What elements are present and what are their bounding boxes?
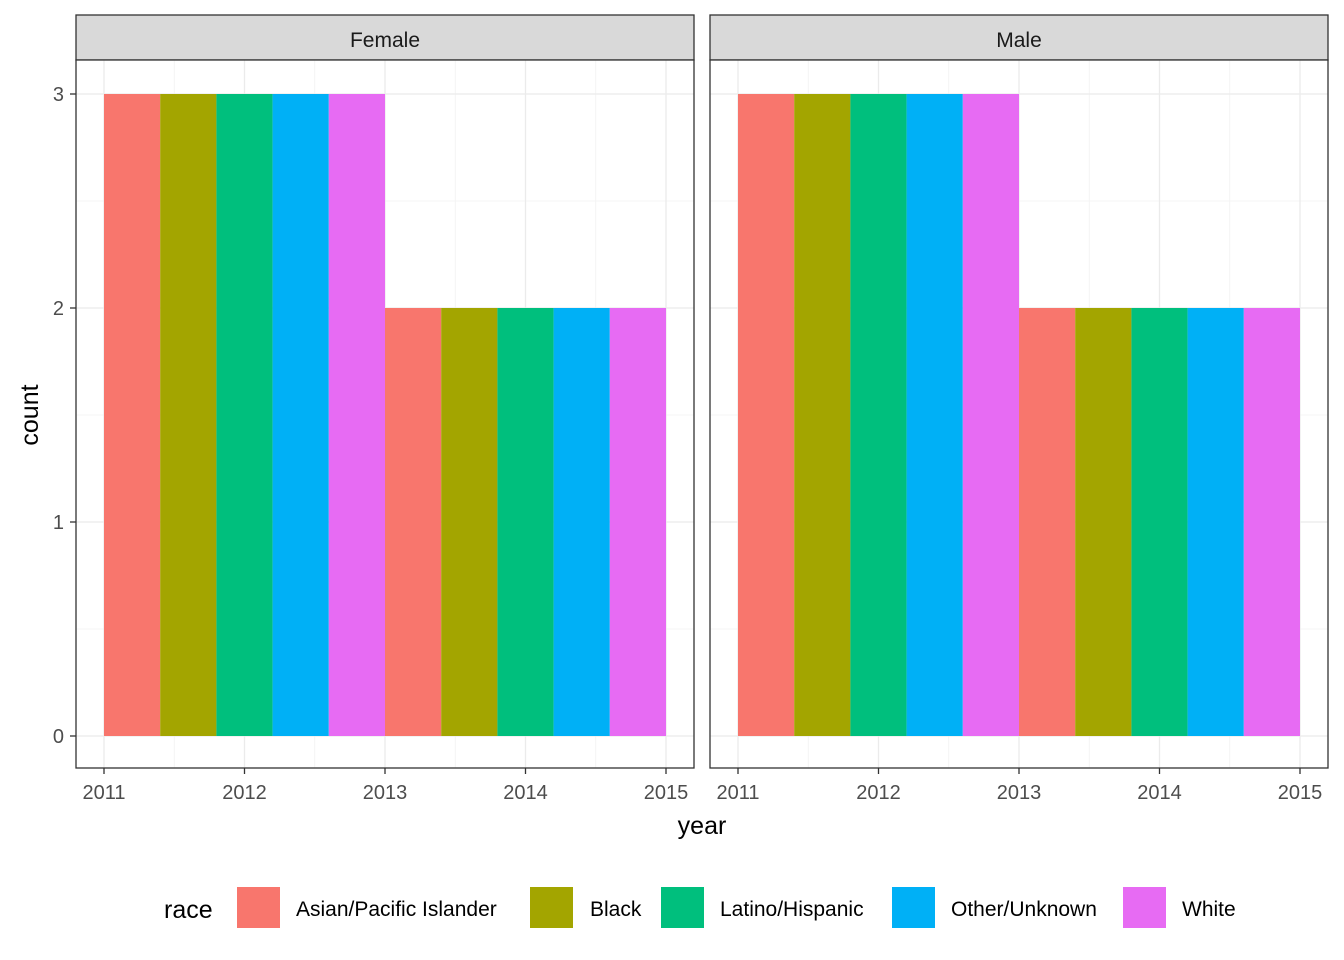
legend-item-black: Black bbox=[530, 887, 642, 928]
y-tick-label: 2 bbox=[53, 298, 64, 320]
x-tick-label: 2012 bbox=[222, 782, 267, 804]
x-tick-label: 2014 bbox=[503, 782, 548, 804]
x-axis: 2011 2012 2013 2014 2015 bbox=[82, 768, 688, 804]
x-axis-title: year bbox=[678, 812, 727, 840]
x-axis: 2011 2012 2013 2014 2015 bbox=[716, 768, 1322, 804]
bar-female-black-1 bbox=[441, 308, 498, 736]
bar-female-asian-pacific-islander-1 bbox=[385, 308, 442, 736]
bars bbox=[104, 94, 666, 736]
bar-male-other-unknown-0 bbox=[906, 94, 963, 736]
legend-item-other-unknown: Other/Unknown bbox=[892, 887, 1097, 928]
facet-panel-female: Female 2011 2012 2013 2014 2015 0 1 2 3 bbox=[53, 14, 695, 804]
legend: race Asian/Pacific Islander Black Latino/H… bbox=[164, 887, 1236, 928]
legend-title: race bbox=[164, 896, 213, 924]
bar-male-asian-pacific-islander-1 bbox=[1019, 308, 1076, 736]
legend-key bbox=[530, 887, 573, 928]
bar-female-other-unknown-1 bbox=[553, 308, 610, 736]
facet-strip bbox=[75, 14, 695, 61]
bar-female-other-unknown-0 bbox=[272, 94, 329, 736]
legend-label: Latino/Hispanic bbox=[720, 898, 864, 921]
x-tick-label: 2013 bbox=[997, 782, 1042, 804]
bar-male-asian-pacific-islander-0 bbox=[738, 94, 795, 736]
y-tick-label: 3 bbox=[53, 84, 64, 106]
bar-female-white-0 bbox=[328, 94, 385, 736]
bar-male-other-unknown-1 bbox=[1187, 308, 1244, 736]
bar-male-white-1 bbox=[1243, 308, 1300, 736]
facet-strip-label: Female bbox=[350, 29, 420, 52]
y-tick-label: 1 bbox=[53, 512, 64, 534]
y-axis-title: count bbox=[16, 384, 44, 445]
facet-strip bbox=[709, 14, 1329, 61]
bar-male-latino-hispanic-0 bbox=[850, 94, 907, 736]
bar-male-black-0 bbox=[794, 94, 851, 736]
legend-key bbox=[1123, 887, 1166, 928]
legend-label: Other/Unknown bbox=[951, 898, 1097, 921]
x-tick-label: 2011 bbox=[716, 782, 759, 804]
facet-panel-male: Male 2011 2012 2013 2014 2015 bbox=[709, 14, 1329, 804]
legend-key bbox=[892, 887, 935, 928]
facet-strip-label: Male bbox=[996, 29, 1042, 52]
legend-label: Asian/Pacific Islander bbox=[296, 898, 497, 921]
legend-item-white: White bbox=[1123, 887, 1236, 928]
bar-female-white-1 bbox=[609, 308, 666, 736]
legend-label: White bbox=[1182, 898, 1236, 921]
bar-female-black-0 bbox=[160, 94, 217, 736]
legend-item-latino-hispanic: Latino/Hispanic bbox=[661, 887, 864, 928]
y-axis: 0 1 2 3 bbox=[53, 84, 76, 748]
x-tick-label: 2013 bbox=[363, 782, 408, 804]
bar-female-latino-hispanic-1 bbox=[497, 308, 554, 736]
legend-key bbox=[237, 887, 280, 928]
bar-female-latino-hispanic-0 bbox=[216, 94, 273, 736]
legend-item-asian-pacific-islander: Asian/Pacific Islander bbox=[237, 887, 497, 928]
legend-label: Black bbox=[590, 898, 642, 921]
x-tick-label: 2012 bbox=[856, 782, 901, 804]
x-tick-label: 2015 bbox=[1278, 782, 1323, 804]
x-tick-label: 2014 bbox=[1137, 782, 1182, 804]
x-tick-label: 2011 bbox=[82, 782, 125, 804]
bar-male-black-1 bbox=[1075, 308, 1132, 736]
bar-male-latino-hispanic-1 bbox=[1131, 308, 1188, 736]
y-tick-label: 0 bbox=[53, 726, 64, 748]
bar-male-white-0 bbox=[962, 94, 1019, 736]
x-tick-label: 2015 bbox=[644, 782, 689, 804]
bar-female-asian-pacific-islander-0 bbox=[104, 94, 161, 736]
legend-key bbox=[661, 887, 704, 928]
bars bbox=[738, 94, 1300, 736]
